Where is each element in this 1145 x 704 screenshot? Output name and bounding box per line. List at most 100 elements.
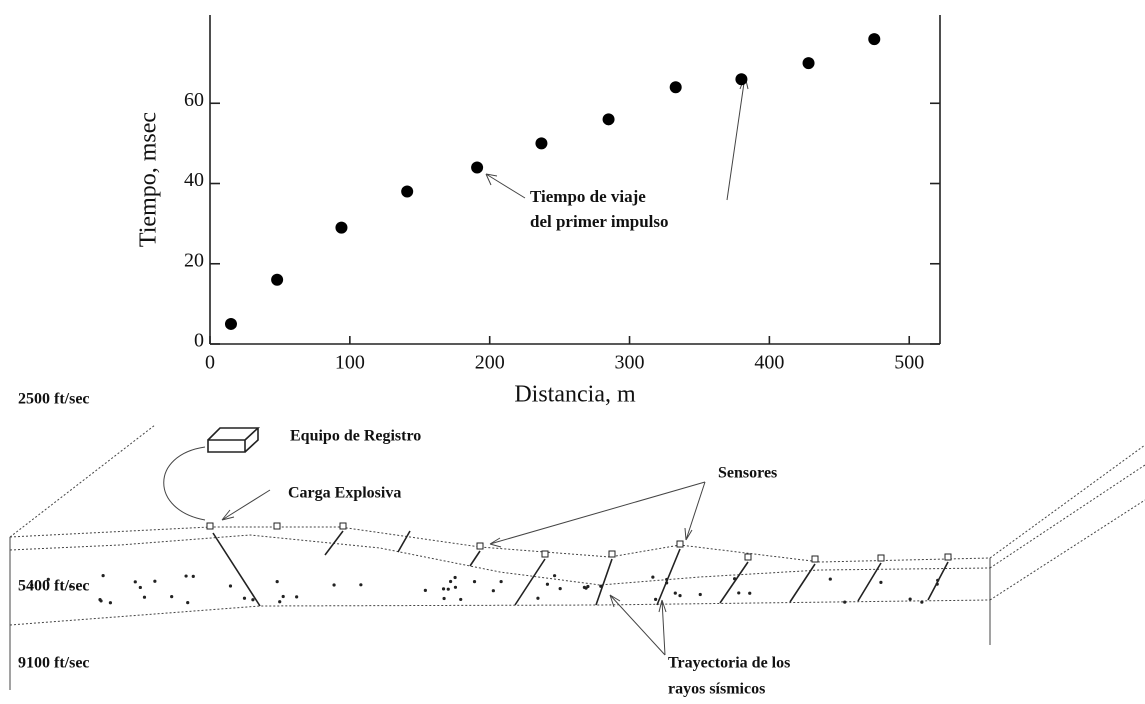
dot xyxy=(139,586,142,589)
dot xyxy=(599,585,602,588)
ray xyxy=(858,563,881,601)
dot xyxy=(559,587,562,590)
dot xyxy=(748,592,751,595)
dot xyxy=(936,582,939,585)
cable xyxy=(164,447,205,520)
dot xyxy=(699,593,702,596)
dot xyxy=(442,597,445,600)
dot xyxy=(674,592,677,595)
ray xyxy=(657,549,680,605)
point xyxy=(603,113,615,125)
sensor xyxy=(945,554,951,560)
dot xyxy=(651,576,654,579)
dot xyxy=(134,580,137,583)
x-tick-label: 500 xyxy=(894,352,924,374)
dot xyxy=(192,575,195,578)
point xyxy=(471,161,483,173)
sensor xyxy=(609,551,615,557)
layer-top xyxy=(10,535,990,585)
dot xyxy=(442,587,445,590)
point xyxy=(335,222,347,234)
sensor xyxy=(677,541,683,547)
dot xyxy=(170,595,173,598)
layer-bottom xyxy=(10,600,990,625)
recorder xyxy=(208,428,258,452)
x-tick-label: 200 xyxy=(475,352,505,374)
point xyxy=(401,186,413,198)
x-tick-label: 100 xyxy=(335,352,365,374)
point xyxy=(535,137,547,149)
dot xyxy=(546,583,549,586)
dot xyxy=(251,598,254,601)
dot xyxy=(295,595,298,598)
point xyxy=(803,57,815,69)
x-tick-label: 0 xyxy=(205,352,215,374)
dot xyxy=(447,588,450,591)
sensor xyxy=(340,523,346,529)
arrow xyxy=(659,600,666,655)
dot xyxy=(936,579,939,582)
dot xyxy=(459,598,462,601)
point xyxy=(868,33,880,45)
right-block xyxy=(990,465,1145,568)
annotation-arrow xyxy=(727,76,748,200)
ray xyxy=(325,531,343,555)
dot xyxy=(553,574,556,577)
dot xyxy=(536,597,539,600)
dot xyxy=(143,596,146,599)
y-axis-label: Tiempo, msec xyxy=(136,112,162,247)
annotation: Tiempo de viaje xyxy=(530,187,646,206)
ray xyxy=(398,531,410,552)
point xyxy=(271,274,283,286)
dot xyxy=(733,577,736,580)
left-edge xyxy=(10,425,155,537)
dot xyxy=(276,580,279,583)
label: Trayectoria de los xyxy=(668,655,790,672)
sensor xyxy=(878,555,884,561)
y-tick-label: 60 xyxy=(184,89,204,111)
annotation: del primer impulso xyxy=(530,212,669,231)
dot xyxy=(678,594,681,597)
dot xyxy=(278,600,281,603)
page: 2500 ft/sec Equipo de Registro Carga Exp… xyxy=(0,0,1145,704)
dot xyxy=(909,597,912,600)
dot xyxy=(473,580,476,583)
dot xyxy=(454,576,457,579)
dot xyxy=(186,601,189,604)
right-block xyxy=(990,445,1145,558)
label: Carga Explosiva xyxy=(288,485,401,502)
sensor xyxy=(477,543,483,549)
label: 9100 ft/sec xyxy=(18,655,90,672)
ray xyxy=(470,551,480,566)
dot xyxy=(229,584,232,587)
sensor xyxy=(274,523,280,529)
dot xyxy=(109,601,112,604)
dot xyxy=(584,587,587,590)
ray xyxy=(213,533,260,606)
x-axis-label: Distancia, m xyxy=(514,382,636,408)
ray xyxy=(515,559,545,605)
arrow xyxy=(222,490,270,520)
dot xyxy=(184,574,187,577)
dot xyxy=(102,574,105,577)
y-tick-label: 40 xyxy=(184,169,204,191)
dot xyxy=(492,589,495,592)
y-tick-label: 20 xyxy=(184,249,204,271)
dot xyxy=(424,589,427,592)
dot xyxy=(243,597,246,600)
dot xyxy=(654,598,657,601)
label: rayos sísmicos xyxy=(668,681,765,698)
dot xyxy=(879,581,882,584)
point xyxy=(735,73,747,85)
arrow xyxy=(490,482,705,547)
right-block xyxy=(990,500,1145,600)
sensors xyxy=(207,523,951,606)
diagram: 2500 ft/sec Equipo de Registro Carga Exp… xyxy=(10,391,1145,698)
dot xyxy=(359,583,362,586)
ground-surface xyxy=(10,527,990,562)
layer-dots xyxy=(30,574,939,604)
dot xyxy=(449,580,452,583)
dot xyxy=(332,583,335,586)
point xyxy=(225,318,237,330)
label: 5400 ft/sec xyxy=(18,578,90,595)
